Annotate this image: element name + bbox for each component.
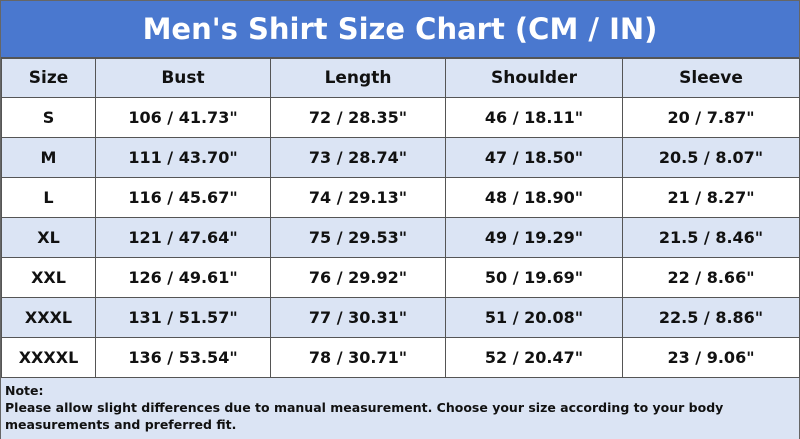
table-cell: 121 / 47.64" (95, 217, 271, 258)
title: Men's Shirt Size Chart (CM / IN) (1, 1, 799, 58)
table-row: S 106 / 41.73" 72 / 28.35" 46 / 18.11" 20 / … (1, 97, 800, 138)
table-cell: 22.5 / 8.86" (622, 297, 800, 338)
table-cell: 46 / 18.11" (445, 97, 623, 138)
table-cell: 21.5 / 8.46" (622, 217, 800, 258)
size-table: Size Bust Length Shoulder Sleeve S 106 / 41.7… (1, 58, 800, 378)
table-cell: 21 / 8.27" (622, 177, 800, 218)
note: Note: Please allow slight differences du… (1, 378, 799, 439)
header-row: Size Bust Length Shoulder Sleeve (1, 58, 800, 98)
header-cell: Shoulder (445, 58, 623, 98)
table-cell: 106 / 41.73" (95, 97, 271, 138)
table-row: XXL 126 / 49.61" 76 / 29.92" 50 / 19.69" 22 … (1, 257, 800, 298)
table-cell: 126 / 49.61" (95, 257, 271, 298)
header-cell: Sleeve (622, 58, 800, 98)
table-cell: 73 / 28.74" (270, 137, 446, 178)
header-cell: Length (270, 58, 446, 98)
table-cell: 72 / 28.35" (270, 97, 446, 138)
table-cell: XXXL (1, 297, 96, 338)
table-cell: 47 / 18.50" (445, 137, 623, 178)
note-text: Please allow slight differences due to m… (5, 400, 724, 432)
table-cell: 51 / 20.08" (445, 297, 623, 338)
header-cell: Bust (95, 58, 271, 98)
table-cell: 48 / 18.90" (445, 177, 623, 218)
table-body: S 106 / 41.73" 72 / 28.35" 46 / 18.11" 20 / … (1, 97, 800, 378)
table-cell: 22 / 8.66" (622, 257, 800, 298)
table-cell: XXXXL (1, 337, 96, 378)
table-cell: 78 / 30.71" (270, 337, 446, 378)
table-cell: 77 / 30.31" (270, 297, 446, 338)
table-cell: 20 / 7.87" (622, 97, 800, 138)
table-cell: M (1, 137, 96, 178)
table-row: XXXXL 136 / 53.54" 78 / 30.71" 52 / 20.47" 2… (1, 337, 800, 378)
table-cell: 50 / 19.69" (445, 257, 623, 298)
table-cell: L (1, 177, 96, 218)
table-cell: 20.5 / 8.07" (622, 137, 800, 178)
table-row: XL 121 / 47.64" 75 / 29.53" 49 / 19.29" 21.5… (1, 217, 800, 258)
table-cell: 52 / 20.47" (445, 337, 623, 378)
header-cell: Size (1, 58, 96, 98)
table-row: L 116 / 45.67" 74 / 29.13" 48 / 18.90" 21 / … (1, 177, 800, 218)
table-cell: 116 / 45.67" (95, 177, 271, 218)
table-cell: 131 / 51.57" (95, 297, 271, 338)
table-row: M 111 / 43.70" 73 / 28.74" 47 / 18.50" 20.5 … (1, 137, 800, 178)
table-cell: 23 / 9.06" (622, 337, 800, 378)
table-cell: 74 / 29.13" (270, 177, 446, 218)
note-label: Note: (5, 383, 44, 398)
table-cell: 136 / 53.54" (95, 337, 271, 378)
table-row: XXXL 131 / 51.57" 77 / 30.31" 51 / 20.08" 22… (1, 297, 800, 338)
table-cell: 49 / 19.29" (445, 217, 623, 258)
table-cell: S (1, 97, 96, 138)
table-cell: 76 / 29.92" (270, 257, 446, 298)
table-cell: XXL (1, 257, 96, 298)
table-cell: 111 / 43.70" (95, 137, 271, 178)
table-cell: 75 / 29.53" (270, 217, 446, 258)
table-cell: XL (1, 217, 96, 258)
